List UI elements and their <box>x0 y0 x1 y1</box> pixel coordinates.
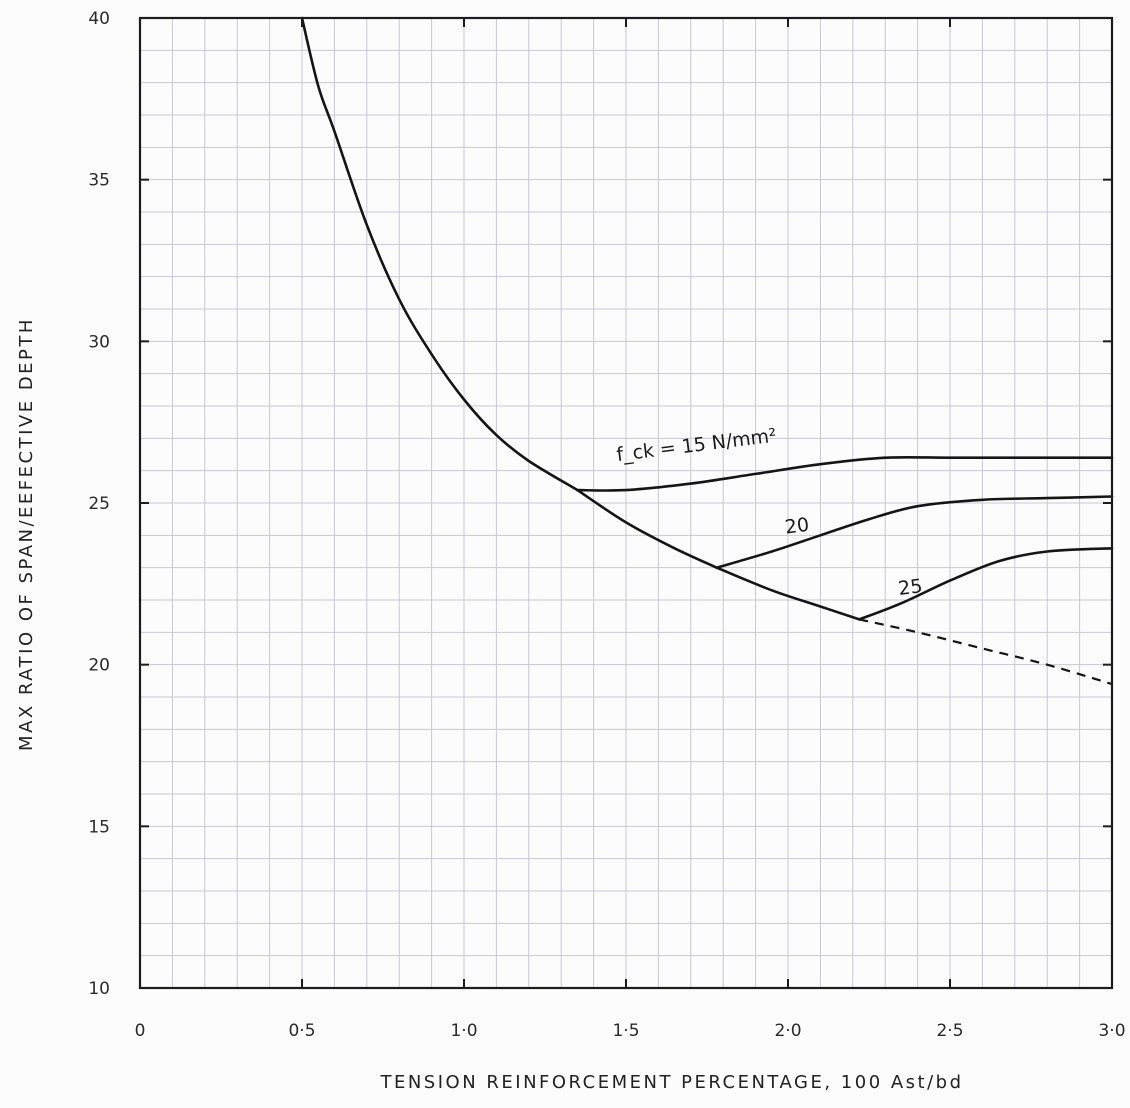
series-label-0: f_ck = 15 N/mm² <box>615 425 778 466</box>
curves <box>300 16 1114 686</box>
y-tick-label: 25 <box>88 494 110 514</box>
y-axis-ticks: 10 15 20 25 30 35 40 <box>88 9 1112 999</box>
x-tick-label: 3·0 <box>1098 1021 1125 1041</box>
series-label-2: 25 <box>897 575 924 600</box>
y-tick-label: 20 <box>88 656 110 676</box>
x-tick-label: 1·5 <box>612 1021 639 1041</box>
x-tick-label: 1·0 <box>450 1021 477 1041</box>
y-tick-label: 10 <box>88 979 110 999</box>
x-tick-label: 2·0 <box>774 1021 801 1041</box>
x-tick-label: 0 <box>135 1021 146 1041</box>
x-tick-label: 2·5 <box>936 1021 963 1041</box>
y-tick-label: 30 <box>88 332 110 352</box>
y-tick-label: 35 <box>88 171 110 191</box>
y-axis-title: MAX RATIO OF SPAN/EEFECTIVE DEPTH <box>16 317 37 751</box>
series-curve-0 <box>300 16 579 492</box>
series-curve-1 <box>576 455 1114 492</box>
series-curve-2 <box>576 488 718 569</box>
x-axis-title: TENSION REINFORCEMENT PERCENTAGE, 100 As… <box>379 1072 963 1093</box>
grid <box>140 18 1112 988</box>
series-label-1: 20 <box>784 514 811 539</box>
series-curve-3 <box>715 495 1114 569</box>
x-tick-label: 0·5 <box>288 1021 315 1041</box>
series-curve-6 <box>859 618 1113 686</box>
series-curve-5 <box>858 547 1114 621</box>
series-curve-4 <box>715 566 861 621</box>
x-axis-ticks: 0 0·5 1·0 1·5 2·0 2·5 3·0 <box>135 18 1126 1041</box>
series-labels: f_ck = 15 N/mm² 20 25 <box>615 425 923 600</box>
y-tick-label: 15 <box>88 817 110 837</box>
y-tick-label: 40 <box>88 9 110 29</box>
